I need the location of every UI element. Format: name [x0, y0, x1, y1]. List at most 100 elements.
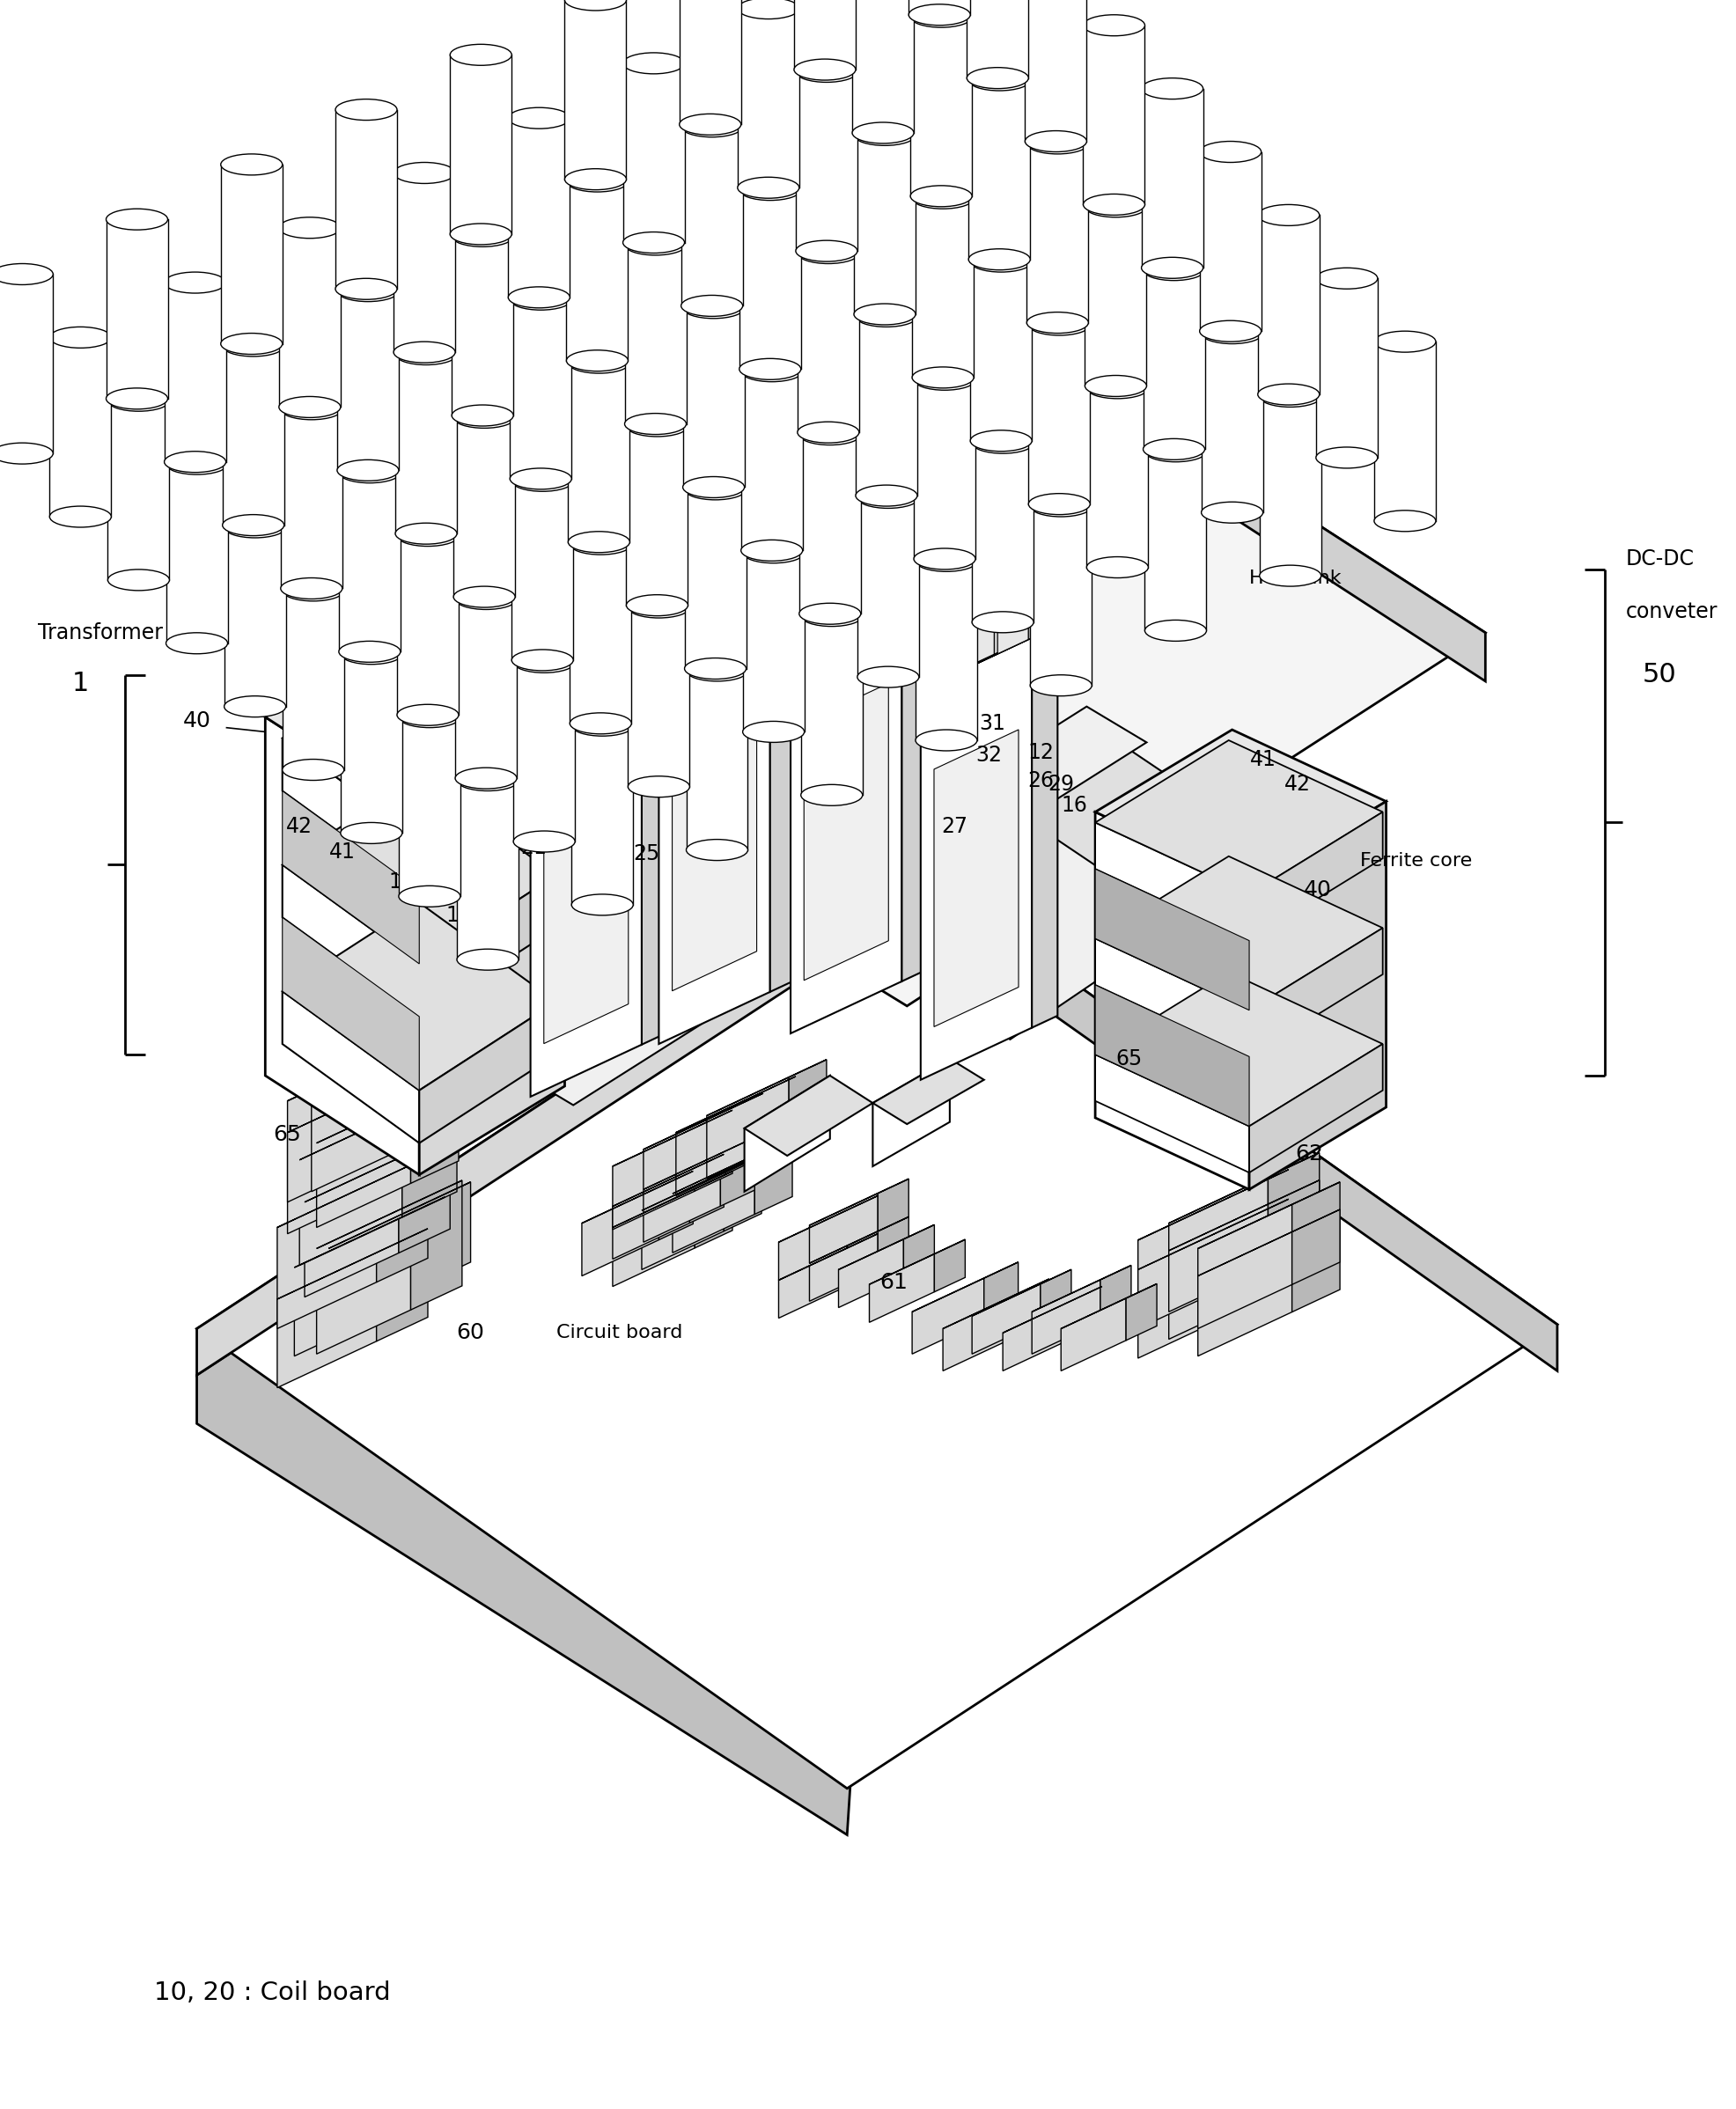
Polygon shape [753, 685, 856, 801]
Polygon shape [613, 1154, 724, 1206]
Text: 42: 42 [286, 816, 312, 837]
Polygon shape [540, 647, 569, 700]
Text: 31: 31 [979, 713, 1005, 734]
Polygon shape [701, 580, 733, 633]
Ellipse shape [1024, 131, 1087, 152]
Polygon shape [972, 443, 1033, 622]
Polygon shape [759, 1076, 795, 1158]
Polygon shape [998, 601, 1028, 654]
Ellipse shape [283, 580, 344, 601]
Polygon shape [420, 1002, 556, 1143]
Ellipse shape [514, 831, 575, 852]
Polygon shape [1375, 342, 1436, 521]
Ellipse shape [279, 396, 340, 418]
Polygon shape [913, 380, 976, 559]
Ellipse shape [913, 369, 976, 390]
Polygon shape [304, 1135, 450, 1202]
Ellipse shape [450, 224, 512, 245]
Ellipse shape [1201, 323, 1262, 344]
Text: 36: 36 [960, 93, 991, 118]
Polygon shape [675, 1076, 795, 1133]
Polygon shape [394, 173, 455, 352]
Text: 12: 12 [1028, 742, 1054, 763]
Ellipse shape [1144, 620, 1207, 641]
Polygon shape [1031, 578, 1080, 601]
Polygon shape [222, 346, 285, 525]
Polygon shape [337, 291, 399, 470]
Ellipse shape [1028, 494, 1090, 515]
Polygon shape [920, 637, 1031, 1080]
Polygon shape [582, 1187, 660, 1276]
Polygon shape [288, 1086, 387, 1234]
Polygon shape [311, 1027, 458, 1097]
Polygon shape [1028, 593, 1045, 639]
Text: 40: 40 [1304, 879, 1332, 901]
Polygon shape [929, 624, 977, 647]
Polygon shape [283, 776, 556, 964]
Ellipse shape [1316, 268, 1378, 289]
Ellipse shape [1316, 447, 1378, 468]
Polygon shape [838, 1240, 903, 1308]
Ellipse shape [222, 515, 285, 536]
Polygon shape [300, 1111, 403, 1265]
Polygon shape [1010, 738, 1207, 871]
Polygon shape [377, 1158, 427, 1282]
Polygon shape [984, 1261, 1019, 1320]
Polygon shape [639, 607, 656, 654]
Polygon shape [689, 1154, 724, 1223]
Polygon shape [278, 1181, 377, 1329]
Ellipse shape [1029, 675, 1092, 696]
Polygon shape [870, 1255, 934, 1322]
Ellipse shape [972, 432, 1033, 453]
Polygon shape [1168, 1204, 1267, 1339]
Polygon shape [295, 1221, 394, 1356]
Polygon shape [960, 624, 977, 671]
Ellipse shape [398, 704, 458, 725]
Ellipse shape [396, 344, 457, 365]
Polygon shape [1095, 869, 1250, 1010]
Ellipse shape [913, 548, 976, 569]
Polygon shape [1062, 578, 1080, 624]
Ellipse shape [1142, 259, 1205, 280]
Polygon shape [396, 354, 457, 534]
Ellipse shape [972, 612, 1033, 633]
Polygon shape [165, 283, 226, 462]
Polygon shape [420, 875, 556, 1017]
Polygon shape [672, 694, 757, 991]
Polygon shape [682, 308, 745, 487]
Polygon shape [328, 1181, 470, 1249]
Ellipse shape [335, 99, 398, 120]
Polygon shape [604, 624, 621, 671]
Polygon shape [288, 1029, 441, 1101]
Ellipse shape [399, 886, 460, 907]
Polygon shape [1095, 972, 1382, 1126]
Polygon shape [726, 1092, 764, 1175]
Polygon shape [1024, 0, 1087, 141]
Polygon shape [873, 1059, 984, 1124]
Polygon shape [1259, 215, 1319, 394]
Polygon shape [870, 1240, 965, 1284]
Text: Ferrite core: Ferrite core [1361, 852, 1472, 869]
Polygon shape [1095, 856, 1382, 1010]
Polygon shape [741, 371, 802, 550]
Polygon shape [1267, 1181, 1319, 1293]
Polygon shape [694, 1109, 733, 1192]
Polygon shape [564, 0, 627, 179]
Polygon shape [684, 489, 746, 669]
Ellipse shape [799, 603, 861, 624]
Polygon shape [300, 1086, 457, 1160]
Text: 41: 41 [1250, 749, 1276, 770]
Polygon shape [743, 553, 804, 732]
Ellipse shape [108, 390, 170, 411]
Polygon shape [1040, 1270, 1071, 1322]
Polygon shape [929, 633, 960, 685]
Polygon shape [283, 865, 420, 1017]
Ellipse shape [571, 715, 634, 736]
Ellipse shape [681, 295, 743, 316]
Polygon shape [911, 1278, 984, 1354]
Polygon shape [1168, 1181, 1319, 1251]
Ellipse shape [566, 350, 628, 371]
Polygon shape [854, 135, 915, 314]
Ellipse shape [340, 823, 403, 844]
Ellipse shape [512, 650, 573, 671]
